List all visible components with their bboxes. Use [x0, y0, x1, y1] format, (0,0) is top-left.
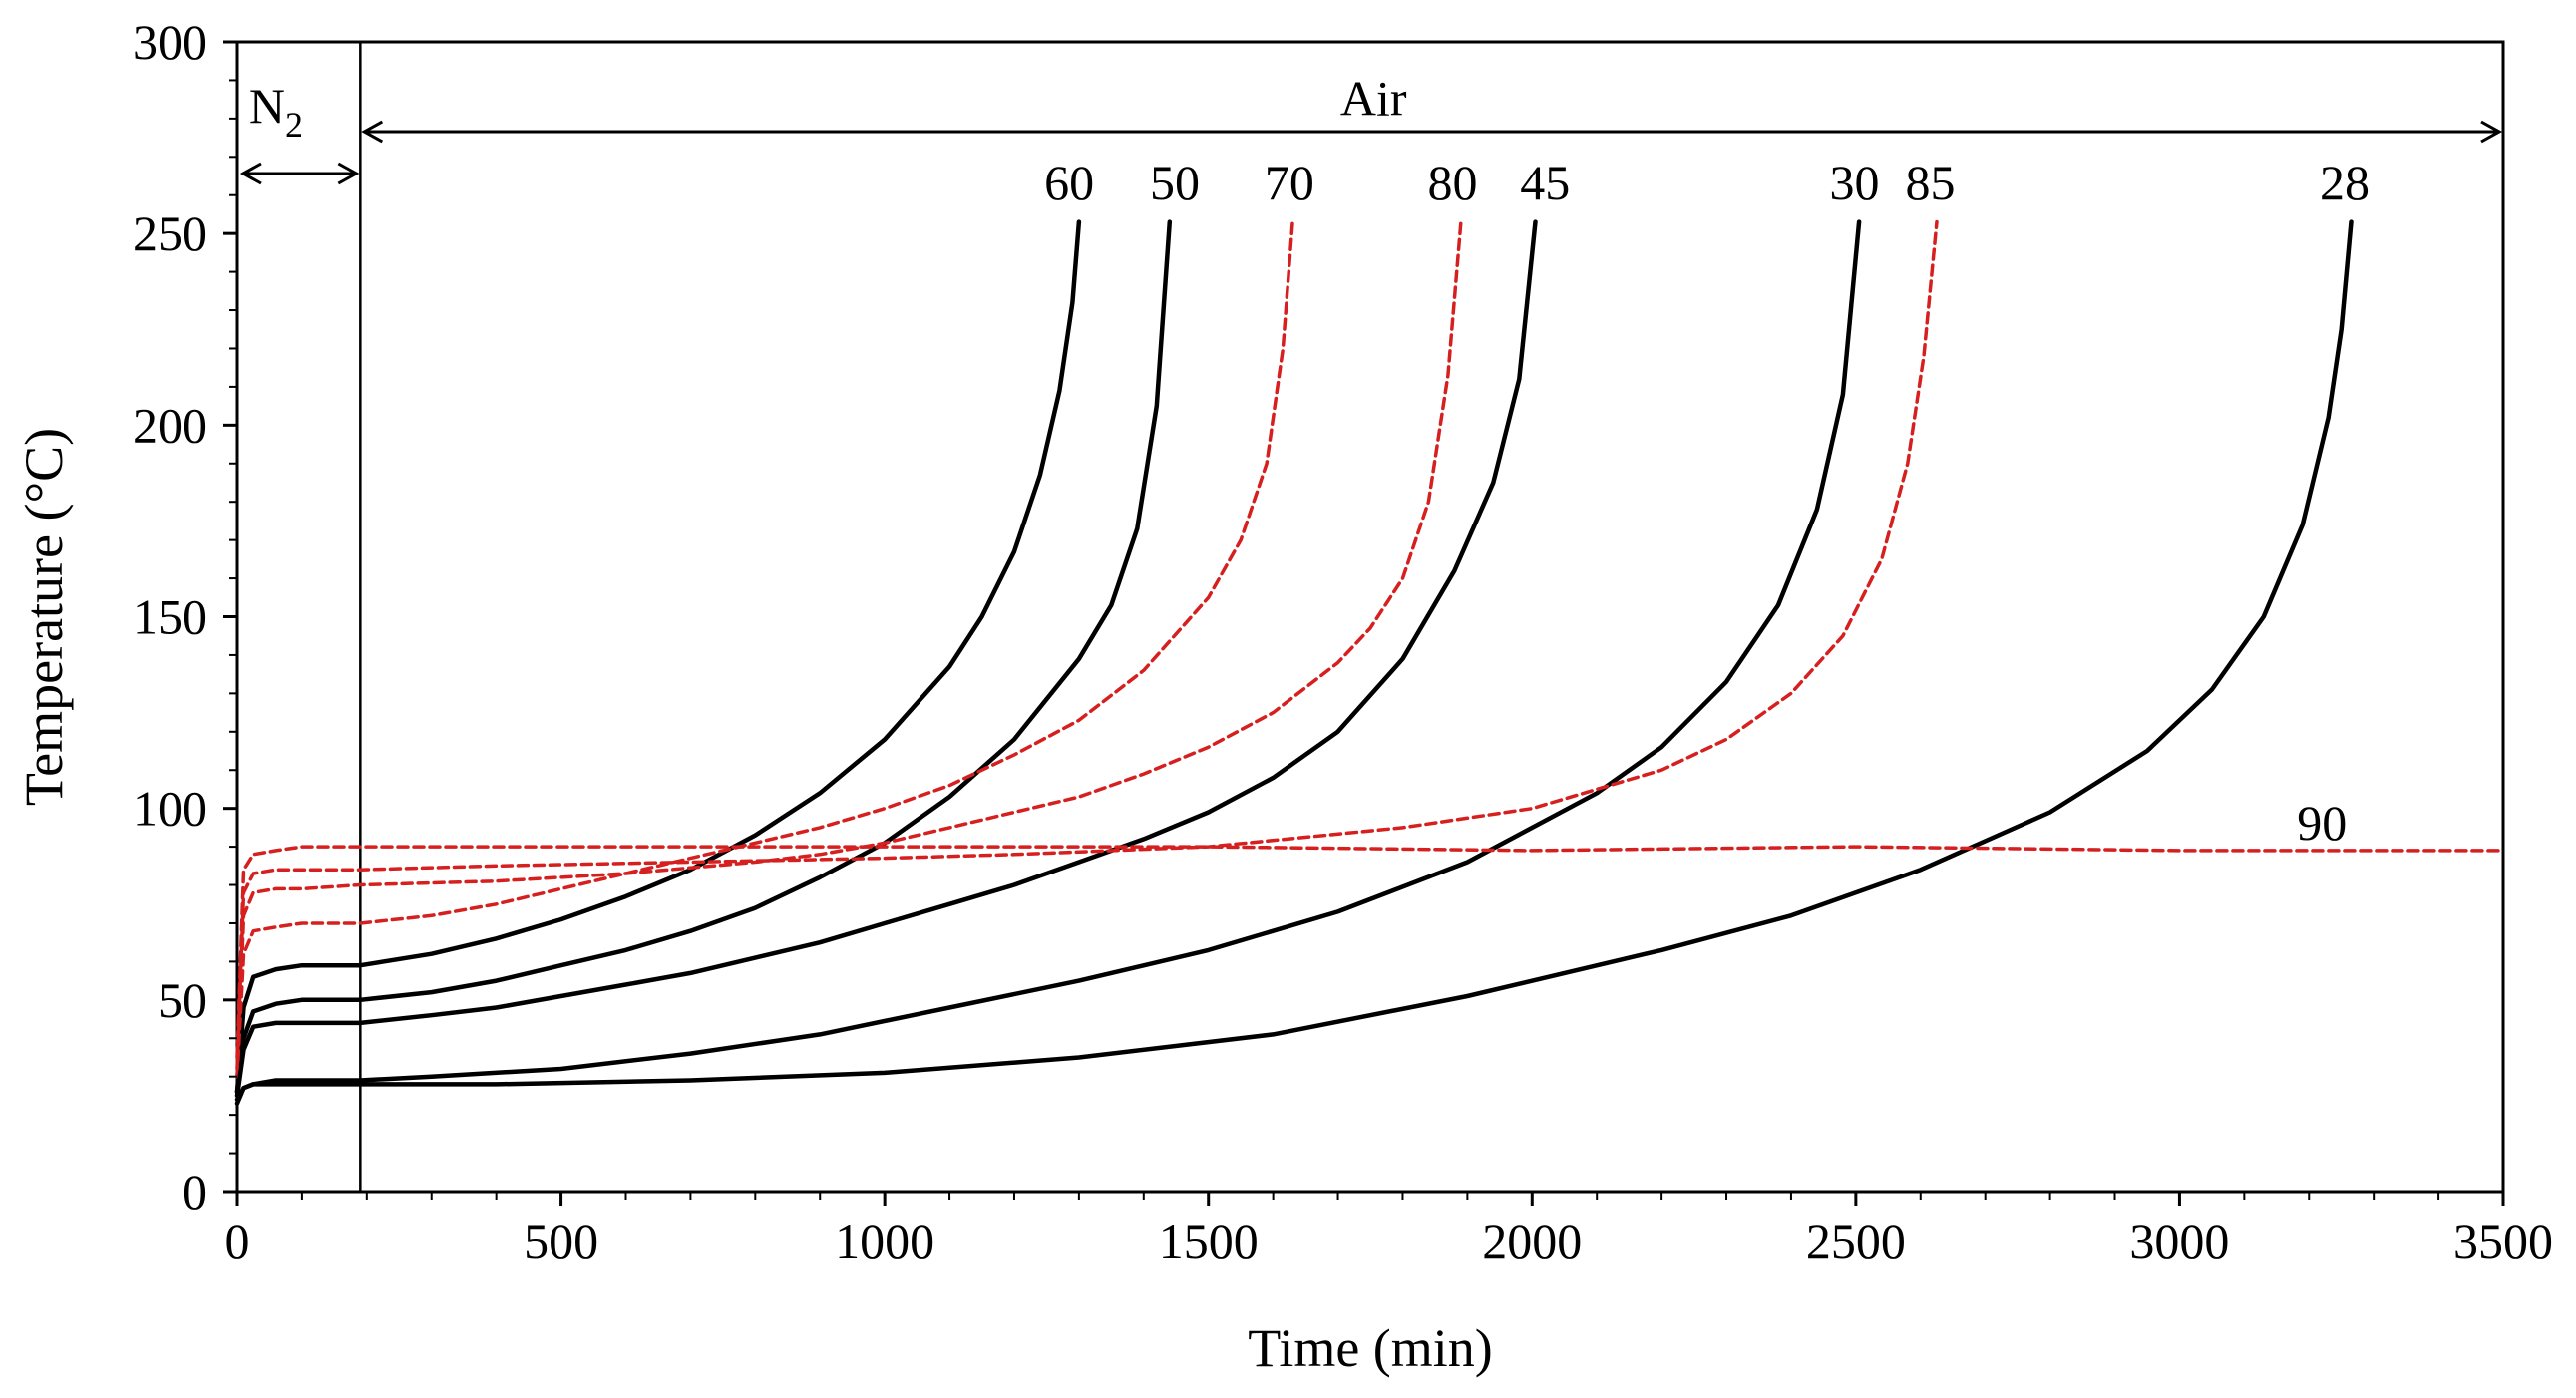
series-label-85: 85 — [1906, 155, 1956, 210]
series-label-50: 50 — [1150, 155, 1200, 210]
series-label-45: 45 — [1520, 155, 1570, 210]
series-line-85 — [235, 219, 1939, 1071]
air-span-arrow-left-head — [361, 120, 384, 144]
series-label-28: 28 — [2320, 155, 2370, 210]
series-line-50 — [234, 219, 1173, 1095]
x-tick-label: 500 — [524, 1214, 598, 1269]
series-label-80: 80 — [1427, 155, 1477, 210]
y-tick-label: 200 — [133, 397, 207, 453]
series-label-70: 70 — [1265, 155, 1314, 210]
annotation-layer: N2 Air — [239, 70, 2503, 185]
x-axis-title: Time (min) — [1248, 1318, 1493, 1378]
x-tick-label: 2000 — [1482, 1214, 1582, 1269]
x-tick-label: 3500 — [2453, 1214, 2553, 1269]
y-tick-label: 50 — [158, 972, 207, 1028]
plot-frame — [235, 40, 2505, 1194]
x-tick-label: 2500 — [1806, 1214, 1906, 1269]
series-line-28 — [234, 219, 2354, 1106]
n2-span-arrow-left-head — [239, 162, 262, 185]
air-label: Air — [1340, 70, 1407, 126]
n2-label-subscript: 2 — [285, 105, 303, 145]
x-tick-label: 0 — [225, 1214, 250, 1269]
series-line-45 — [234, 219, 1538, 1099]
y-axis-title: Temperature (°C) — [14, 428, 74, 806]
series-label-90: 90 — [2297, 795, 2347, 851]
x-tick-label: 3000 — [2129, 1214, 2229, 1269]
series-line-30 — [234, 219, 1862, 1103]
y-tick-label: 100 — [133, 781, 207, 837]
n2-label: N2 — [249, 78, 303, 145]
n2-span-arrow-right-head — [337, 162, 360, 185]
y-tick-label: 150 — [133, 589, 207, 645]
x-tick-label: 1500 — [1159, 1214, 1259, 1269]
y-tick-label: 300 — [133, 14, 207, 70]
series-line-60 — [234, 219, 1082, 1095]
series-line-70 — [235, 219, 1294, 1079]
series-label-60: 60 — [1044, 155, 1094, 210]
y-tick-label: 0 — [183, 1164, 207, 1220]
x-tick-label: 1000 — [835, 1214, 934, 1269]
series-layer: 60 50 70 80 45 30 85 28 90 — [234, 155, 2505, 1106]
series-line-90 — [235, 845, 2505, 1060]
series-line-80 — [235, 219, 1463, 1079]
air-span-arrow-right-head — [2480, 120, 2503, 144]
n2-label-main: N — [249, 78, 285, 134]
series-label-30: 30 — [1830, 155, 1880, 210]
plot-area — [235, 40, 2505, 1194]
y-tick-label: 250 — [133, 205, 207, 261]
